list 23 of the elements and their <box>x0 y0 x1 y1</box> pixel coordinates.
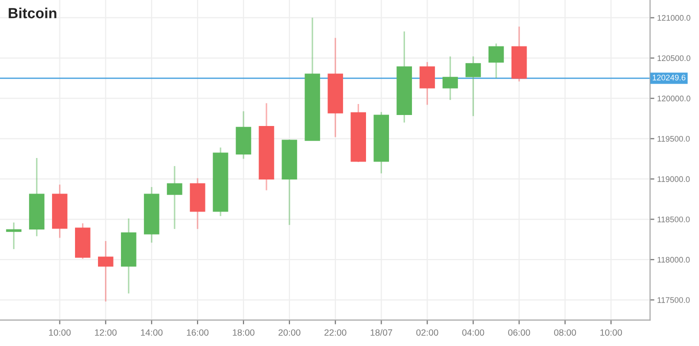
x-tick-label: 10:00 <box>49 329 71 336</box>
x-tick-label: 12:00 <box>95 329 117 336</box>
x-tick-label: 22:00 <box>324 329 346 336</box>
ref-line-label: 120249.6 <box>652 74 686 80</box>
x-tick-label: 14:00 <box>141 329 163 336</box>
y-tick-label: 121000.0 <box>658 15 690 21</box>
x-tick-label: 06:00 <box>508 329 530 336</box>
y-tick-label: 120500.0 <box>658 55 690 62</box>
y-tick-label: 117500.0 <box>658 297 690 303</box>
y-tick-label: 120000.0 <box>658 96 690 102</box>
x-tick-label: 10:00 <box>600 329 622 336</box>
x-tick-label: 08:00 <box>554 329 576 336</box>
y-tick-label: 119500.0 <box>658 136 690 142</box>
y-tick-label: 119000.0 <box>658 176 690 182</box>
x-tick-label: 18:00 <box>232 329 254 336</box>
x-tick-label: 04:00 <box>462 329 484 336</box>
x-tick-label: 20:00 <box>278 329 300 336</box>
y-tick-label: 118000.0 <box>658 256 690 263</box>
x-tick-label: 18/07 <box>370 329 392 336</box>
chart-title: Bitcoin <box>8 8 56 18</box>
x-tick-label: 02:00 <box>416 329 438 336</box>
y-tick-label: 118500.0 <box>658 216 690 222</box>
x-tick-label: 16:00 <box>186 329 208 336</box>
